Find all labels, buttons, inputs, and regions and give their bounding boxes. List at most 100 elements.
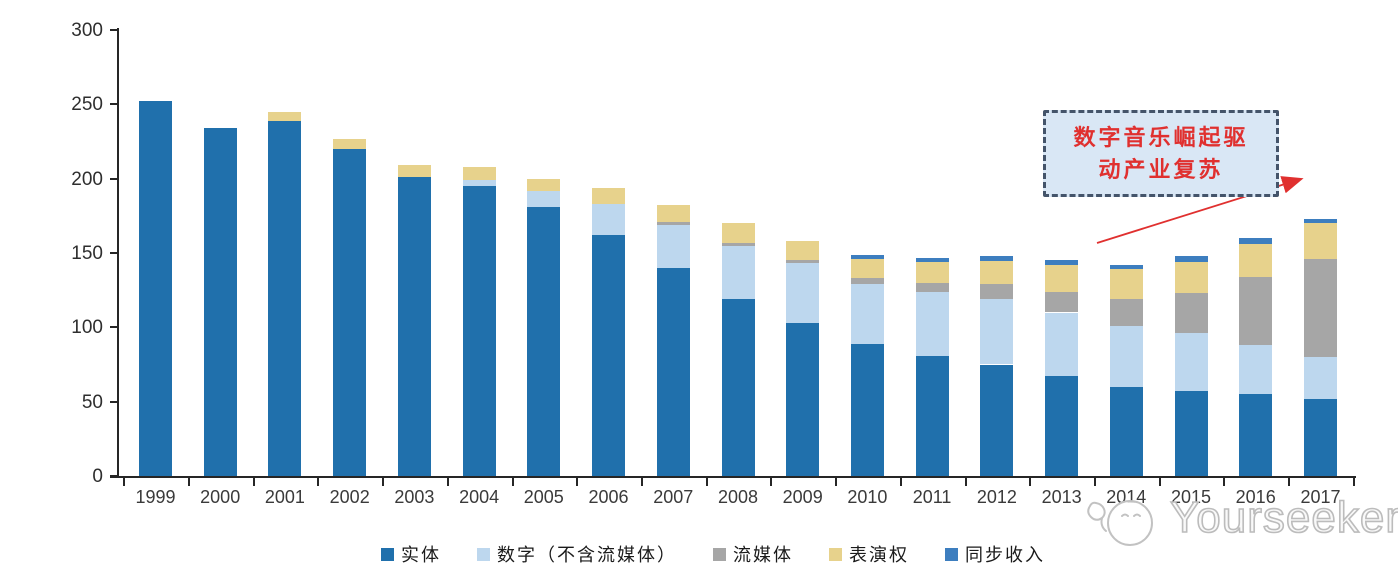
- bar-segment: [721, 223, 755, 243]
- bar-segment: [786, 322, 820, 476]
- bar-segment: [462, 186, 496, 476]
- bar-segment: [1239, 394, 1273, 476]
- bar-segment: [980, 284, 1014, 300]
- x-tick-label: 2011: [912, 487, 952, 507]
- x-tick-label: 2002: [329, 487, 370, 507]
- bar-segment: [527, 190, 561, 207]
- bar-segment: [1239, 345, 1273, 395]
- bar-segment: [850, 254, 884, 259]
- bar-segment: [721, 299, 755, 476]
- bar-segment: [268, 111, 302, 121]
- x-tick-label: 1999: [135, 487, 176, 507]
- legend: 实体 数字（不含流媒体） 流媒体 表演权 同步收入: [0, 541, 1398, 567]
- bar-segment: [1304, 218, 1337, 224]
- x-tick-mark: [576, 478, 579, 486]
- y-tick-label: 100: [71, 317, 103, 339]
- bar-segment: [656, 205, 690, 222]
- bar-segment: [980, 299, 1014, 365]
- x-tick-mark: [899, 478, 902, 486]
- x-tick-mark: [964, 478, 967, 486]
- x-tick-mark: [640, 478, 643, 486]
- x-tick-label: 2016: [1235, 487, 1276, 507]
- x-tick-mark: [835, 478, 838, 486]
- bar-segment: [850, 258, 884, 279]
- bar-segment: [980, 256, 1014, 261]
- legend-item: 同步收入: [945, 541, 1045, 567]
- magnifier-hand-icon: [1087, 500, 1153, 546]
- bar-segment: [333, 138, 367, 149]
- bar-segment: [1109, 264, 1143, 270]
- bar-segment: [915, 355, 949, 476]
- y-tick-label: 200: [71, 168, 103, 190]
- bar-segment: [850, 284, 884, 344]
- x-tick-mark: [1029, 478, 1032, 486]
- annotation-line1: 数字音乐崛起驱: [1073, 124, 1249, 150]
- legend-item: 表演权: [829, 541, 909, 567]
- y-axis-line: [117, 28, 119, 478]
- bar-segment: [1174, 256, 1208, 262]
- x-tick-mark: [705, 478, 708, 486]
- x-tick-mark: [187, 478, 190, 486]
- legend-label: 数字（不含流媒体）: [497, 545, 677, 565]
- bar-segment: [980, 260, 1014, 285]
- bar-segment: [1304, 398, 1337, 476]
- x-tick-label: 2013: [1041, 487, 1082, 507]
- y-tick-label: 0: [92, 466, 103, 487]
- legend-label: 实体: [401, 545, 441, 565]
- bar-segment: [786, 260, 820, 264]
- bar-segment: [721, 242, 755, 246]
- y-tick-label: 50: [81, 391, 103, 413]
- watermark-text: Yourseeker: [1169, 493, 1398, 542]
- x-tick-mark: [1223, 478, 1226, 486]
- x-tick-label: 2004: [459, 487, 500, 507]
- bar-segment: [1239, 238, 1273, 244]
- bar-segment: [915, 261, 949, 283]
- bar-segment: [1109, 299, 1143, 326]
- y-tick-mark: [110, 252, 118, 254]
- bar-segment: [656, 267, 690, 476]
- x-tick-mark: [1158, 478, 1161, 486]
- bar-segment: [462, 180, 496, 187]
- bar-segment: [1174, 261, 1208, 294]
- bar-segment: [268, 120, 302, 476]
- x-tick-mark: [1093, 478, 1096, 486]
- bar-segment: [139, 101, 172, 476]
- bar-segment: [1045, 376, 1079, 476]
- x-tick-label: 2017: [1300, 487, 1341, 507]
- legend-swatch: [829, 547, 842, 561]
- legend-item: 实体: [381, 541, 441, 567]
- x-tick-mark: [252, 478, 255, 486]
- y-tick-mark: [110, 326, 118, 329]
- bar-segment: [333, 148, 367, 476]
- legend-swatch: [945, 547, 958, 561]
- bar-segment: [462, 166, 496, 181]
- bar-segment: [1045, 291, 1079, 313]
- x-tick-label: 2003: [394, 487, 435, 507]
- bar-segment: [1045, 264, 1079, 292]
- bar-segment: [915, 291, 949, 356]
- bar-segment: [656, 224, 690, 268]
- y-tick-label: 250: [71, 94, 103, 116]
- bar-segment: [980, 364, 1014, 476]
- bar-segment: [1109, 325, 1143, 387]
- bar-segment: [592, 235, 625, 476]
- y-tick-label: 300: [71, 20, 103, 41]
- annotation-callout: 数字音乐崛起驱 动产业复苏: [1043, 110, 1279, 197]
- x-tick-label: 2015: [1170, 487, 1212, 507]
- legend-label: 表演权: [849, 545, 909, 565]
- x-axis-line: [110, 476, 1356, 478]
- bar-segment: [1174, 293, 1208, 334]
- x-tick-mark: [511, 478, 514, 486]
- x-tick-label: 2006: [588, 487, 629, 507]
- bar-segment: [397, 177, 431, 476]
- y-tick-mark: [110, 103, 118, 106]
- bar-segment: [850, 278, 884, 285]
- bar-segment: [1304, 258, 1337, 357]
- bar-segment: [1239, 276, 1273, 346]
- bar-segment: [1174, 333, 1208, 392]
- legend-swatch: [381, 547, 394, 561]
- legend-swatch: [477, 547, 490, 561]
- x-tick-label: 2010: [847, 487, 888, 507]
- legend-label: 同步收入: [965, 545, 1045, 565]
- y-tick-mark: [110, 29, 118, 31]
